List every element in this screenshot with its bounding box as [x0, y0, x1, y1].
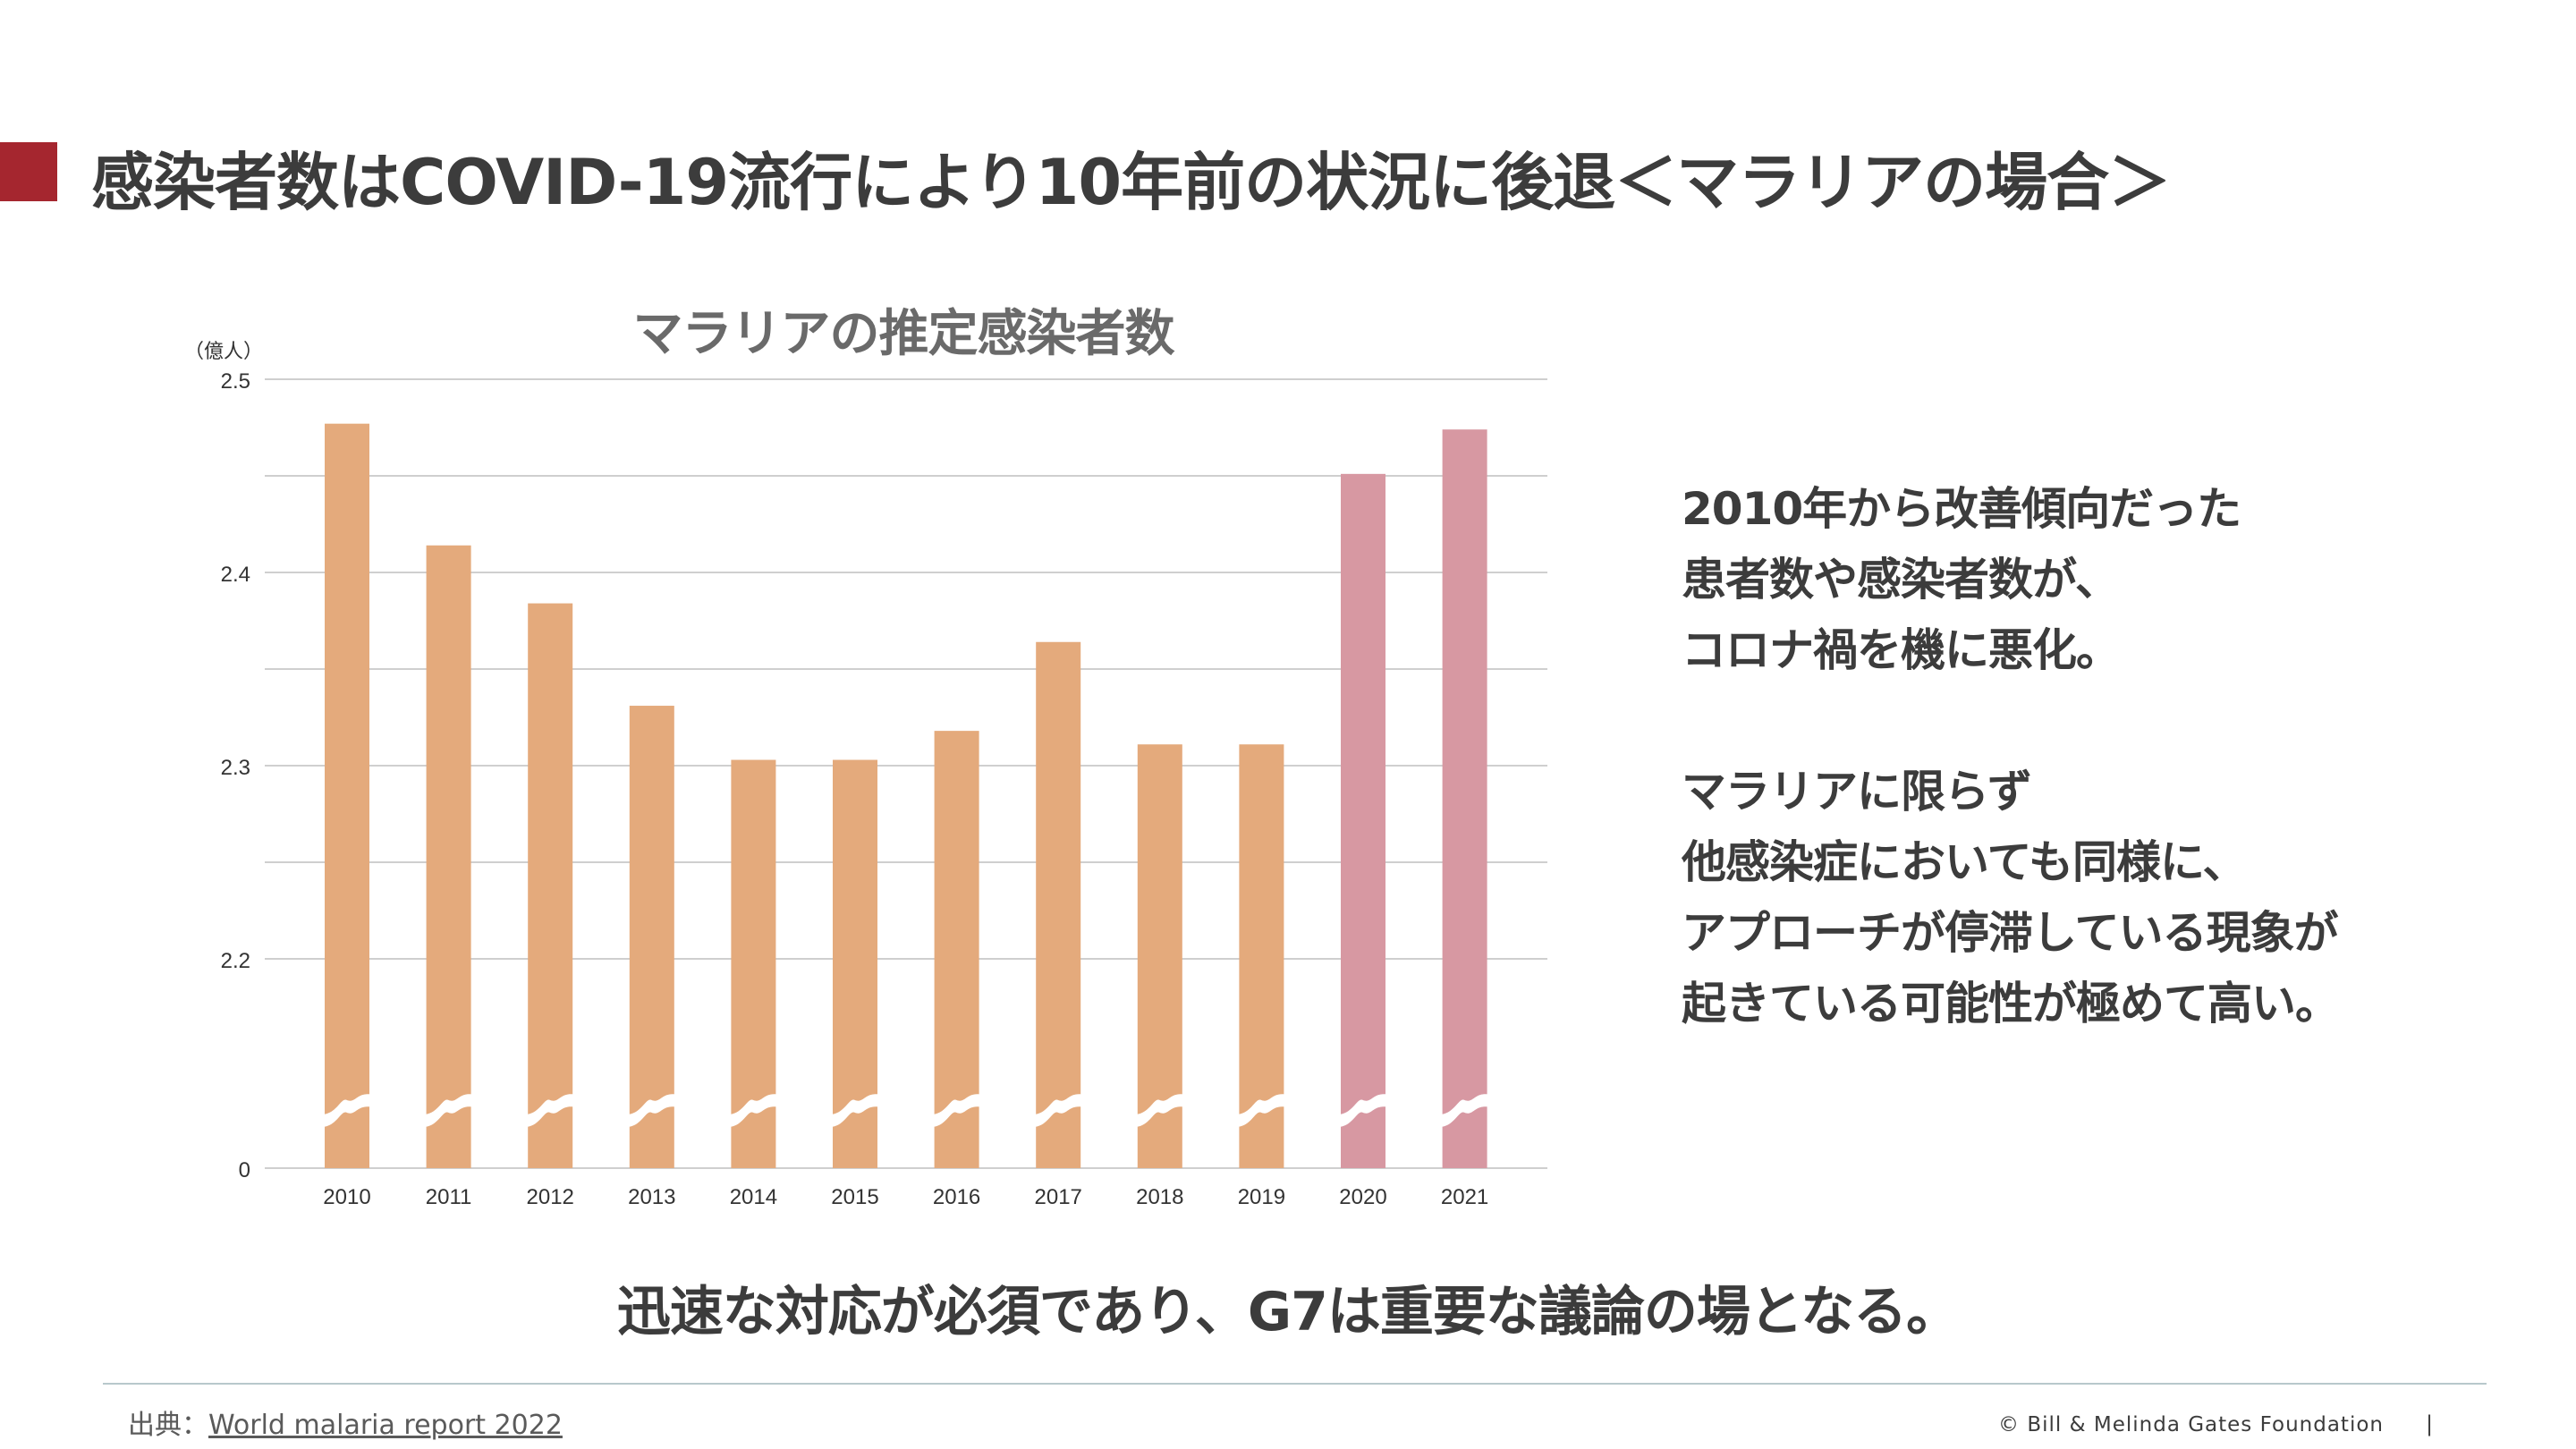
conclusion-text: 迅速な対応が必須であり、G7は重要な議論の場となる。	[616, 1281, 1960, 1343]
chart-title: マラリアの推定感染者数	[632, 305, 1175, 363]
y-tick-label: 2.4	[221, 563, 250, 587]
axis-break-mark	[625, 1094, 678, 1127]
axis-break-mark	[1235, 1094, 1288, 1127]
source-link[interactable]: World malaria report 2022	[208, 1410, 563, 1441]
x-tick-label: 2016	[933, 1185, 980, 1209]
footer-separator: |	[2426, 1411, 2434, 1436]
axis-break-mark	[1133, 1094, 1186, 1127]
bar-2020	[1341, 473, 1385, 1168]
bar-2012	[528, 603, 573, 1168]
page-title: 感染者数はCOVID-19流行により10年前の状況に後退＜マラリアの場合＞	[91, 146, 2171, 219]
side-text-line: 起きている可能性が極めて高い。	[1682, 978, 2340, 1030]
axis-break-mark	[422, 1094, 475, 1127]
bar-2013	[629, 706, 674, 1168]
axis-break-mark	[1337, 1094, 1389, 1127]
y-tick-label: 2.5	[221, 369, 250, 394]
bar-2011	[426, 545, 471, 1168]
axis-break-mark	[524, 1094, 577, 1127]
side-text-line: マラリアに限らず	[1682, 766, 2032, 818]
axis-break-mark	[321, 1094, 373, 1127]
y-tick-label: 2.3	[221, 756, 250, 780]
y-axis-unit-label: （億人）	[184, 341, 263, 363]
axis-break-mark	[1032, 1094, 1085, 1127]
x-tick-label: 2010	[323, 1185, 370, 1209]
side-text-line: 他感染症においても同様に、	[1682, 836, 2248, 888]
source-prefix: 出典：	[128, 1410, 208, 1441]
x-tick-label: 2014	[730, 1185, 777, 1209]
bar-2010	[325, 423, 369, 1168]
side-text-line: 患者数や感染者数が、	[1682, 554, 2120, 606]
x-tick-label: 2021	[1441, 1185, 1488, 1209]
x-tick-label: 2015	[831, 1185, 878, 1209]
source-citation: 出典：World malaria report 2022	[128, 1402, 563, 1442]
bar-2021	[1442, 429, 1487, 1168]
axis-break-mark	[727, 1094, 780, 1127]
side-text-line	[1682, 686, 2339, 757]
y-tick-label: 2.2	[221, 949, 250, 973]
x-tick-label: 2019	[1238, 1185, 1285, 1209]
malaria-bar-chart: 2.5 2.4 2.3 2.2 0 （億人） 2010 2011 2012 2013 2014 201…	[184, 341, 1547, 1209]
x-tick-label: 2012	[527, 1185, 574, 1209]
x-tick-label: 2018	[1136, 1185, 1183, 1209]
side-commentary: 2010年から改善傾向だった 患者数や感染者数が、 コロナ禍を機に悪化。 マラリ…	[1682, 474, 2340, 1039]
axis-break-mark	[1438, 1094, 1491, 1127]
y-tick-label-zero: 0	[239, 1158, 250, 1182]
bar-2017	[1036, 641, 1081, 1168]
axis-break-mark	[829, 1094, 881, 1127]
x-tick-label: 2013	[628, 1185, 675, 1209]
axis-break-mark	[930, 1094, 983, 1127]
x-tick-label: 2020	[1339, 1185, 1386, 1209]
copyright-text: © Bill & Melinda Gates Foundation	[1998, 1413, 2384, 1436]
x-tick-label: 2017	[1035, 1185, 1082, 1209]
footer-divider	[103, 1383, 2487, 1385]
title-accent-bar	[0, 142, 57, 201]
side-text-line: コロナ禍を機に悪化。	[1682, 624, 2121, 676]
side-text-line: 2010年から改善傾向だった	[1682, 483, 2241, 535]
x-tick-label: 2011	[426, 1185, 472, 1209]
side-text-line: アプローチが停滞している現象が	[1682, 907, 2339, 959]
